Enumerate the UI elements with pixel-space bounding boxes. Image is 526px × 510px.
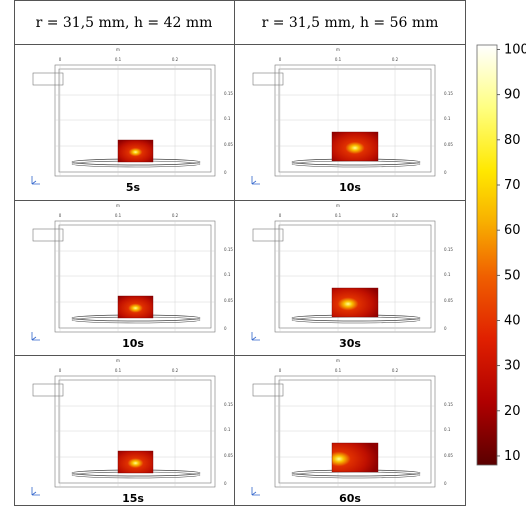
colorbar-tick-label: 50	[504, 268, 521, 283]
y-tick-label: 0.15	[444, 91, 453, 96]
y-tick-label: 0.05	[224, 142, 233, 147]
axis-unit: m	[336, 47, 340, 52]
axis-triad	[32, 332, 40, 340]
inlet-box	[253, 229, 283, 241]
x-tick-label: 0.2	[172, 213, 179, 218]
x-tick-label: 0.2	[172, 57, 179, 62]
y-tick-label: 0	[224, 170, 227, 175]
y-tick-label: 0.1	[224, 272, 231, 277]
axis-unit: m	[116, 203, 120, 208]
y-tick-label: 0.15	[444, 247, 453, 252]
panel: m 0 0.1 0.2 0.15 0.1 0.05 0 5s	[32, 47, 233, 194]
colorbar-tick-label: 40	[504, 313, 521, 328]
heated-sample	[118, 140, 153, 162]
colorbar	[477, 45, 497, 465]
colorbar-tick-label: 20	[504, 404, 521, 419]
axis-unit: m	[116, 47, 120, 52]
panel: m 0 0.1 0.2 0.15 0.1 0.05 0 30s	[252, 203, 453, 350]
time-label: 5s	[126, 181, 141, 194]
x-tick-label: 0.2	[392, 57, 399, 62]
x-tick-label: 0	[279, 57, 282, 62]
y-tick-label: 0.1	[444, 427, 451, 432]
x-tick-label: 0.1	[335, 57, 342, 62]
y-tick-label: 0.1	[444, 272, 451, 277]
y-tick-label: 0.1	[224, 116, 231, 121]
colorbar-tick-label: 80	[504, 133, 521, 148]
colorbar-tick-label: 90	[504, 88, 521, 103]
x-tick-label: 0	[59, 368, 62, 373]
axis-triad	[32, 176, 40, 184]
x-tick-label: 0.1	[115, 57, 122, 62]
time-label: 30s	[339, 337, 361, 350]
y-tick-label: 0	[444, 326, 447, 331]
y-tick-label: 0.15	[224, 247, 233, 252]
x-tick-label: 0.1	[335, 368, 342, 373]
time-label: 10s	[339, 181, 361, 194]
inlet-box	[253, 73, 283, 85]
axis-triad	[252, 332, 260, 340]
axis-unit: m	[116, 358, 120, 363]
x-tick-label: 0	[59, 57, 62, 62]
x-tick-label: 0.2	[392, 368, 399, 373]
x-tick-label: 0.1	[115, 368, 122, 373]
table-grid	[14, 0, 466, 506]
y-tick-label: 0.15	[224, 402, 233, 407]
inlet-box	[33, 229, 63, 241]
column-header: r = 31,5 mm, h = 56 mm	[262, 15, 439, 31]
colorbar-tick-label: 10	[504, 449, 521, 464]
colorbar-tick-label: 30	[504, 359, 521, 374]
y-tick-label: 0.05	[444, 142, 453, 147]
heated-sample	[332, 288, 378, 317]
y-tick-label: 0	[224, 326, 227, 331]
column-header: r = 31,5 mm, h = 42 mm	[36, 15, 213, 31]
y-tick-label: 0.05	[444, 298, 453, 303]
x-tick-label: 0.2	[392, 213, 399, 218]
heated-sample	[332, 443, 378, 472]
y-tick-label: 0.15	[224, 91, 233, 96]
colorbar-tick-label: 60	[504, 223, 521, 238]
axis-triad	[252, 487, 260, 495]
panel: m 0 0.1 0.2 0.15 0.1 0.05 0 15s	[32, 358, 233, 505]
figure: r = 31,5 mm, h = 42 mm r = 31,5 mm, h = …	[0, 0, 526, 510]
colorbar-tick-label: 70	[504, 178, 521, 193]
y-tick-label: 0.1	[444, 116, 451, 121]
inlet-box	[33, 384, 63, 396]
y-tick-label: 0	[224, 481, 227, 486]
panel: m 0 0.1 0.2 0.15 0.1 0.05 0 60s	[252, 358, 453, 505]
axis-unit: m	[336, 203, 340, 208]
panel: m 0 0.1 0.2 0.15 0.1 0.05 0 10s	[32, 203, 233, 350]
time-label: 10s	[122, 337, 144, 350]
y-tick-label: 0	[444, 170, 447, 175]
time-label: 15s	[122, 492, 144, 505]
x-tick-label: 0	[59, 213, 62, 218]
panel: m 0 0.1 0.2 0.15 0.1 0.05 0 10s	[252, 47, 453, 194]
time-label: 60s	[339, 492, 361, 505]
axis-unit: m	[336, 358, 340, 363]
x-tick-label: 0	[279, 213, 282, 218]
x-tick-label: 0	[279, 368, 282, 373]
y-tick-label: 0.05	[444, 453, 453, 458]
colorbar-tick-label: 100	[504, 43, 526, 58]
axis-triad	[252, 176, 260, 184]
inlet-box	[253, 384, 283, 396]
inlet-box	[33, 73, 63, 85]
y-tick-label: 0	[444, 481, 447, 486]
x-tick-label: 0.1	[335, 213, 342, 218]
y-tick-label: 0.05	[224, 453, 233, 458]
heated-sample	[118, 451, 153, 473]
axis-triad	[32, 487, 40, 495]
x-tick-label: 0.2	[172, 368, 179, 373]
heated-sample	[118, 296, 153, 318]
y-tick-label: 0.05	[224, 298, 233, 303]
y-tick-label: 0.15	[444, 402, 453, 407]
y-tick-label: 0.1	[224, 427, 231, 432]
x-tick-label: 0.1	[115, 213, 122, 218]
heated-sample	[332, 132, 378, 161]
